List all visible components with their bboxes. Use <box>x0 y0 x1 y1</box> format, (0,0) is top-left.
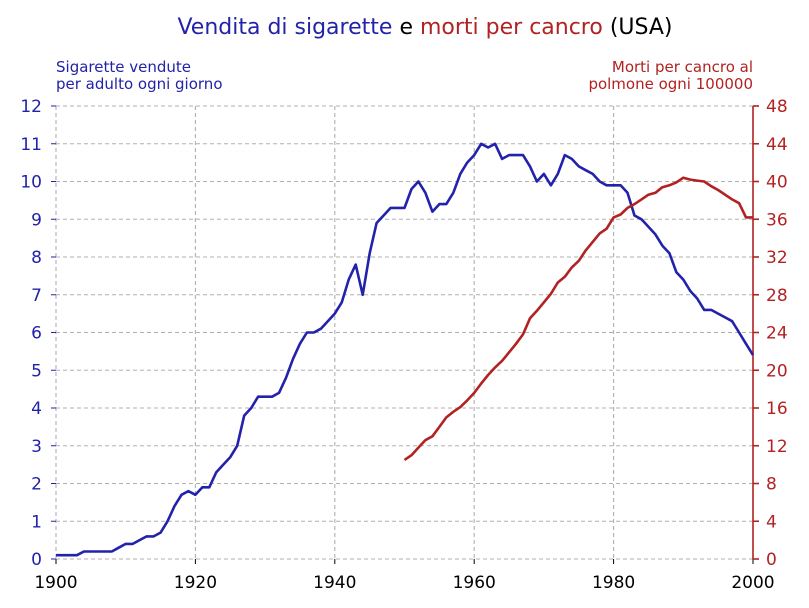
y-left-tick-label: 2 <box>31 475 42 495</box>
series-line-cigarettes <box>56 142 755 557</box>
x-axis-ticks: 1900 1920 1940 1960 1980 2000 <box>34 559 775 593</box>
x-tick-label: 1900 <box>34 573 77 593</box>
x-tick-label: 1980 <box>592 573 635 593</box>
y-axis-right-label-line2: polmone ogni 100000 <box>588 75 753 93</box>
x-tick-label: 2000 <box>731 573 774 593</box>
y-right-tick-label: 12 <box>766 437 788 457</box>
y-left-tick-label: 8 <box>31 248 42 268</box>
x-tick-label: 1960 <box>453 573 496 593</box>
y-right-tick-label: 44 <box>766 135 788 155</box>
y-right-tick-label: 16 <box>766 399 788 419</box>
chart-title: Vendita di sigarette e morti per cancro (US… <box>177 15 672 40</box>
title-part-deaths: morti per cancro <box>420 15 603 40</box>
y-left-tick-label: 10 <box>20 173 42 193</box>
y-left-tick-label: 9 <box>31 210 42 230</box>
y-right-tick-label: 4 <box>766 512 777 532</box>
title-part-conjunction: e <box>399 15 413 40</box>
series-line-deaths <box>403 176 753 461</box>
y-left-tick-label: 5 <box>31 361 42 381</box>
x-tick-label: 1920 <box>174 573 217 593</box>
y-right-tick-label: 20 <box>766 361 788 381</box>
y-right-tick-label: 32 <box>766 248 788 268</box>
title-part-cigarettes: Vendita di sigarette <box>177 15 392 40</box>
y-axis-left-label-line1: Sigarette vendute <box>56 58 191 76</box>
y-right-tick-label: 40 <box>766 173 788 193</box>
y-right-tick-label: 28 <box>766 286 788 306</box>
y-left-tick-label: 6 <box>31 324 42 344</box>
title-part-country: (USA) <box>610 15 673 40</box>
x-tick-label: 1940 <box>313 573 356 593</box>
y-left-tick-label: 3 <box>31 437 42 457</box>
y-right-tick-label: 24 <box>766 324 788 344</box>
y-right-tick-label: 0 <box>766 550 777 570</box>
y-left-tick-label: 7 <box>31 286 42 306</box>
y-left-tick-label: 11 <box>20 135 42 155</box>
y-right-tick-label: 8 <box>766 475 777 495</box>
y-axis-right-label-line1: Morti per cancro al <box>612 58 753 76</box>
grid-lines <box>55 105 754 560</box>
y-left-tick-label: 12 <box>20 97 42 117</box>
y-left-tick-label: 1 <box>31 512 42 532</box>
y-right-tick-label: 48 <box>766 97 788 117</box>
y-left-tick-label: 4 <box>31 399 42 419</box>
y-left-tick-label: 0 <box>31 550 42 570</box>
y-right-tick-label: 36 <box>766 210 788 230</box>
y-axis-left-label-line2: per adulto ogni giorno <box>56 75 223 93</box>
